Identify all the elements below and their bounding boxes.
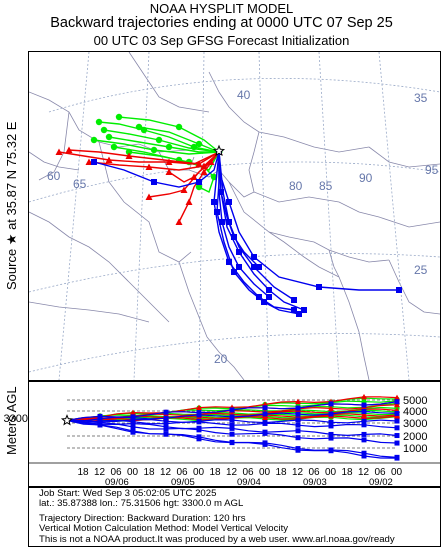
height-tick-label: 5000 (403, 395, 427, 407)
start-height-label: 3300 (3, 413, 28, 425)
hour-tick-label: 12 (160, 467, 172, 478)
trajectory-path (216, 149, 297, 303)
vertical-profile: 5000 4000 3000 2000 1000 18 12 06 00 18 12 06 00 18 12… (28, 381, 441, 487)
lat-label: 20 (214, 352, 228, 366)
trajectory-path (216, 149, 402, 293)
hour-tick-label: 12 (94, 467, 106, 478)
height-tick-label: 1000 (403, 443, 427, 455)
height-tick-label: 2000 (403, 431, 427, 443)
profile-trajectory (66, 419, 400, 461)
hour-tick-label: 12 (292, 467, 304, 478)
job-start-line: Job Start: Wed Sep 3 05:02:05 UTC 2025 (39, 488, 217, 499)
height-tick-label: 4000 (403, 406, 427, 418)
lat-label: 25 (414, 263, 428, 277)
hour-tick-label: 12 (358, 467, 370, 478)
date-tick-label: 09/04 (237, 477, 261, 486)
date-tick-label: 09/03 (303, 477, 327, 486)
hour-tick-label: 06 (375, 467, 387, 478)
hour-tick-label: 00 (193, 467, 205, 478)
source-star-icon (212, 144, 226, 157)
graticule (29, 52, 440, 380)
hour-tick-label: 12 (226, 467, 238, 478)
hour-tick-label: 00 (259, 467, 271, 478)
trajectory-subtitle: Backward trajectories ending at 0000 UTC… (50, 15, 393, 31)
height-tick-label: 3000 (403, 418, 427, 430)
disclaimer-line: This is not a NOAA product.It was produc… (39, 533, 395, 545)
hour-tick-label: 18 (342, 467, 354, 478)
source-star-icon (60, 414, 74, 426)
hour-tick-label: 00 (391, 467, 403, 478)
lat-label: 35 (414, 91, 428, 105)
lon-label: 65 (73, 177, 87, 191)
vertical-method-line: Vertical Motion Calculation Method: Mode… (39, 523, 289, 535)
map-svg: 40 35 25 20 60 65 80 85 90 95 (29, 52, 440, 380)
trajectory-map: 40 35 25 20 60 65 80 85 90 95 (28, 51, 441, 381)
lon-label: 95 (425, 163, 439, 177)
source-marker (212, 144, 226, 157)
hour-tick-label: 18 (144, 467, 156, 478)
forecast-init-line: 00 UTC 03 Sep GFSG Forecast Initializati… (93, 33, 350, 48)
lon-label: 90 (359, 171, 373, 185)
lon-label: 85 (319, 179, 333, 193)
hour-tick-label: 06 (309, 467, 321, 478)
hour-tick-label: 06 (111, 467, 123, 478)
lon-label: 80 (289, 179, 303, 193)
trajectory-path (216, 149, 307, 313)
profile-trajectories (66, 393, 400, 461)
graticule-labels: 40 35 25 20 60 65 80 85 90 95 (47, 88, 439, 366)
direction-line: Trajectory Direction: Backward Duration:… (39, 512, 246, 524)
model-title: NOAA HYSPLIT MODEL (149, 1, 294, 16)
source-location-label: Source ★ at 35.87 N 75.32 E (4, 121, 19, 290)
trajectory-path (135, 123, 223, 156)
run-info-panel: Job Start: Wed Sep 3 05:02:05 UTC 2025 l… (28, 487, 441, 547)
trajectory-path (214, 149, 302, 317)
hour-tick-label: 06 (177, 467, 189, 478)
date-tick-label: 09/05 (171, 477, 195, 486)
date-tick-label: 09/02 (369, 477, 393, 486)
hour-tick-label: 18 (210, 467, 222, 478)
hour-tick-label: 00 (325, 467, 337, 478)
lon-label: 60 (47, 169, 61, 183)
hour-tick-label: 00 (127, 467, 139, 478)
hour-tick-label: 18 (78, 467, 90, 478)
hour-tick-label: 18 (276, 467, 288, 478)
date-tick-label: 09/06 (105, 477, 129, 486)
country-borders (29, 52, 440, 380)
location-line: lat.: 35.87388 lon.: 75.31506 hgt: 3300.… (39, 498, 244, 510)
lat-label: 40 (237, 88, 251, 102)
hour-tick-label: 06 (243, 467, 255, 478)
profile-trajectory (66, 419, 400, 446)
